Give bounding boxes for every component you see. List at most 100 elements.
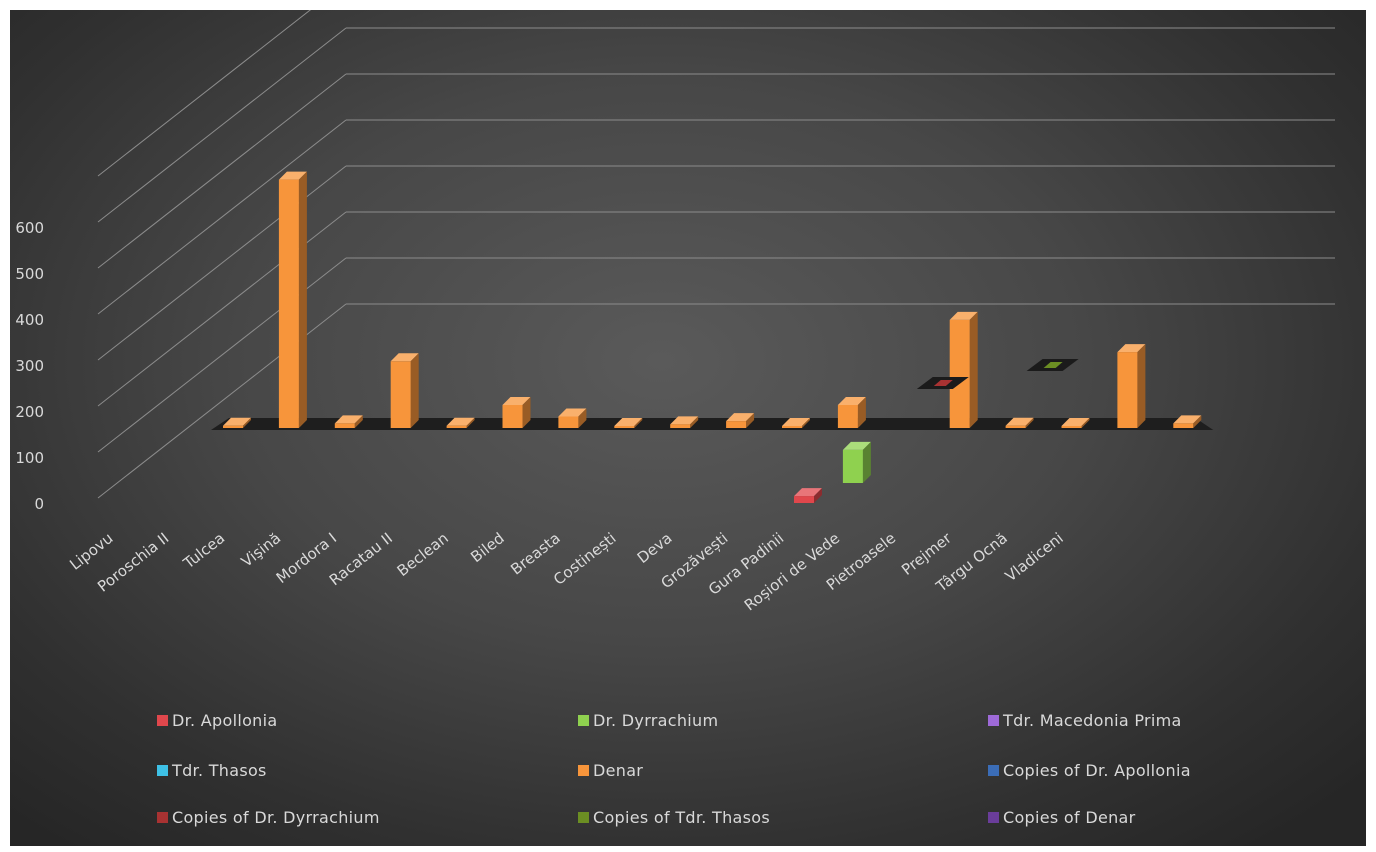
- bar-denar: [334, 415, 363, 428]
- bar-front: [223, 425, 243, 428]
- bar-front: [837, 405, 858, 428]
- bar-side: [1137, 344, 1146, 428]
- x-category-label: Biled: [467, 529, 508, 566]
- bar-top: [558, 408, 587, 417]
- bar-side: [1025, 417, 1034, 428]
- bar-denar: [1005, 417, 1034, 428]
- x-category-label: Beclean: [394, 529, 452, 580]
- bar-top: [837, 397, 866, 405]
- bar-front: [446, 425, 467, 428]
- bar-side: [578, 408, 587, 428]
- bar-side: [690, 416, 699, 428]
- bar-front: [1117, 352, 1138, 428]
- bars: [223, 171, 1202, 503]
- bar-front: [1005, 425, 1026, 428]
- bar-front: [278, 179, 299, 428]
- gridline: [97, 165, 347, 361]
- y-tick-label: 600: [15, 219, 44, 237]
- gridline: [97, 211, 347, 407]
- bar-top: [842, 441, 871, 450]
- bar-front: [1061, 426, 1082, 428]
- gridline: [97, 73, 347, 269]
- bar-top: [334, 415, 363, 424]
- x-category-label: Racatau II: [326, 529, 396, 589]
- y-axis-ticks: 0 100 200 300 400 500 600: [15, 219, 44, 513]
- bar-top: [1117, 344, 1146, 353]
- bar-denar: [502, 397, 531, 428]
- bar-front: [502, 405, 523, 428]
- y-tick-label: 0: [34, 495, 44, 513]
- bar-top: [390, 353, 419, 362]
- bar-denar: [278, 171, 307, 428]
- bar-top: [278, 171, 307, 180]
- x-category-label: Vişină: [238, 529, 284, 571]
- bar-top: [1173, 415, 1202, 424]
- bar-top: [726, 413, 755, 422]
- bar-front: [1173, 423, 1194, 428]
- bar-front: [670, 424, 691, 428]
- bar-denar: [223, 417, 251, 428]
- bar-dyrrachium: [842, 441, 871, 483]
- bar-top: [782, 418, 810, 426]
- bar-front: [334, 423, 355, 428]
- bar-front: [614, 426, 635, 428]
- bar-front: [390, 361, 411, 428]
- bar-denar: [726, 413, 755, 428]
- bar-side: [634, 418, 643, 428]
- bar-denar: [446, 417, 475, 428]
- bar-side: [354, 415, 363, 428]
- gridline: [97, 27, 347, 223]
- bar-top: [1061, 418, 1090, 426]
- bar-denar: [558, 408, 587, 428]
- bar-side: [1081, 418, 1090, 428]
- bar-side: [969, 311, 978, 428]
- bar-top: [949, 311, 978, 320]
- bar-apollonia: [794, 488, 822, 503]
- bar-front: [726, 421, 747, 428]
- bar-top: [670, 416, 699, 425]
- bar-side: [1193, 415, 1202, 428]
- bar-denar: [837, 397, 866, 428]
- gridline: [97, 303, 347, 499]
- bar-side: [298, 171, 307, 428]
- bar-front: [782, 426, 802, 428]
- bar-denar: [390, 353, 419, 428]
- y-tick-label: 500: [15, 265, 44, 283]
- bar-side: [814, 488, 822, 503]
- bar-side: [802, 418, 810, 428]
- x-category-label: Tulcea: [179, 529, 228, 573]
- y-tick-label: 300: [15, 357, 44, 375]
- bar-top: [614, 418, 643, 426]
- bar-top: [502, 397, 531, 405]
- bar-front: [558, 416, 579, 428]
- chart-frame: 0 100 200 300 400 500 600 Lipovu Poroschia II Tu…: [10, 10, 1366, 846]
- gridline: [97, 119, 347, 315]
- bar-top: [1005, 417, 1034, 426]
- bar-side: [862, 441, 871, 483]
- bar-front: [949, 319, 970, 428]
- bar-copies-thasos: [1026, 359, 1079, 371]
- bar-front: [842, 449, 863, 483]
- gridlines: [97, 10, 1335, 499]
- x-category-label: Roșiori de Vede: [741, 529, 843, 614]
- y-tick-label: 200: [15, 403, 44, 421]
- y-tick-label: 400: [15, 311, 44, 329]
- bar-denar: [1173, 415, 1202, 428]
- bar-front: [794, 496, 814, 503]
- bar-denar: [614, 418, 643, 428]
- bar-side: [857, 397, 866, 428]
- bar-side: [410, 353, 419, 428]
- bar-side: [243, 417, 251, 428]
- bar-top: [446, 417, 475, 426]
- x-category-label: Costinești: [550, 529, 619, 589]
- patch-bar: [1043, 362, 1063, 368]
- bar-denar: [1061, 418, 1090, 428]
- y-tick-label: 100: [15, 449, 44, 467]
- x-category-label: Lipovu: [66, 529, 116, 574]
- bar-denar: [782, 418, 810, 428]
- patch-bar: [933, 380, 953, 386]
- x-category-label: Deva: [634, 529, 676, 567]
- x-category-label: Vladiceni: [1002, 529, 1067, 585]
- bar-side: [522, 397, 531, 428]
